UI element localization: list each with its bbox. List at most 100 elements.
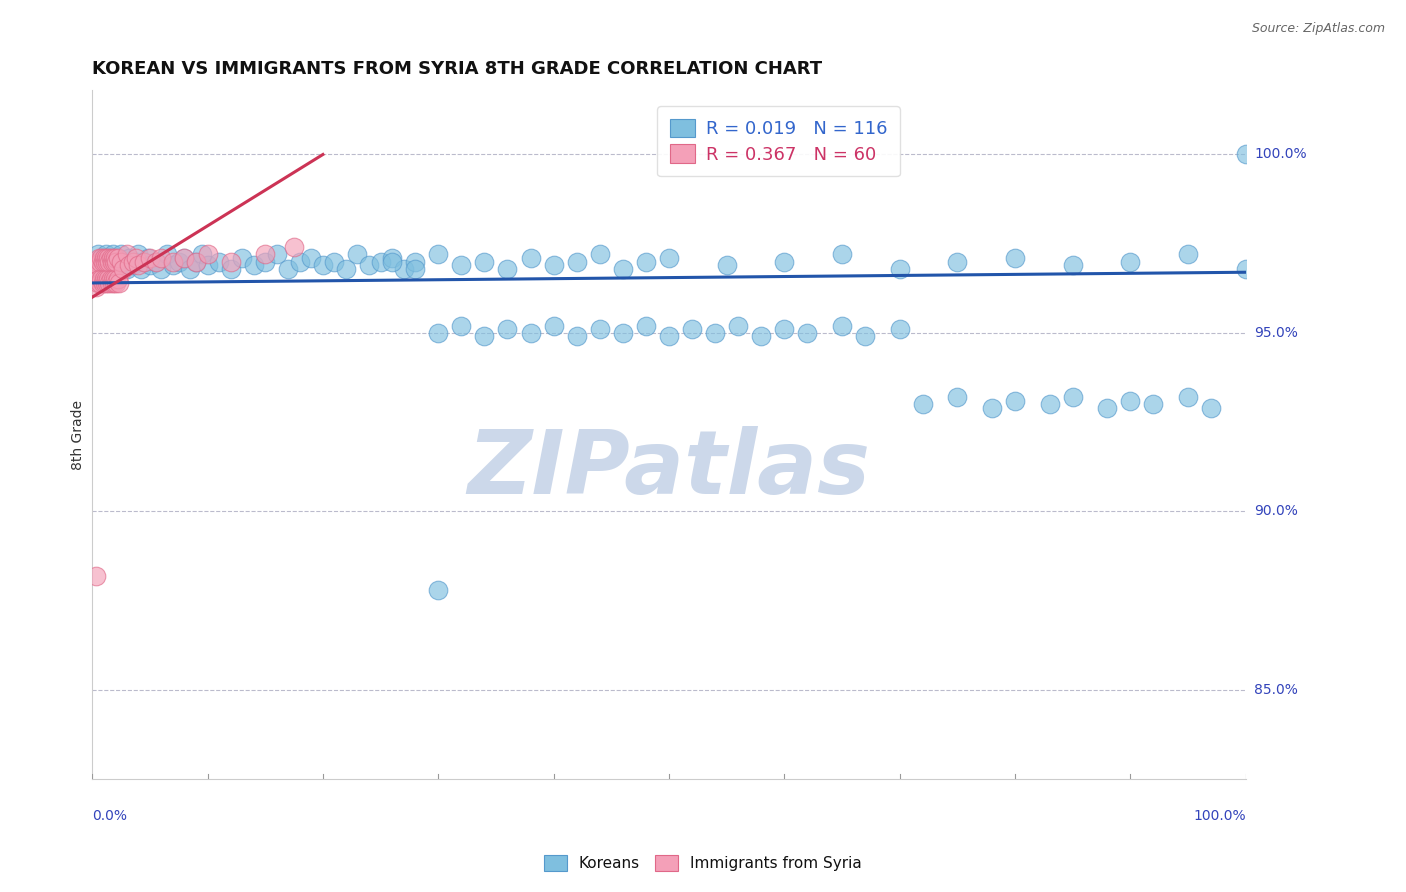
Point bbox=[543, 258, 565, 272]
Point bbox=[519, 326, 541, 340]
Point bbox=[132, 254, 155, 268]
Point bbox=[474, 254, 496, 268]
Point bbox=[84, 568, 107, 582]
Point bbox=[132, 254, 155, 268]
Text: Source: ZipAtlas.com: Source: ZipAtlas.com bbox=[1251, 22, 1385, 36]
Point bbox=[84, 279, 107, 293]
Point bbox=[612, 261, 634, 276]
Point bbox=[93, 268, 115, 283]
Point bbox=[103, 258, 125, 272]
Point bbox=[125, 254, 148, 268]
Point bbox=[1039, 397, 1062, 411]
Point bbox=[98, 276, 121, 290]
Point bbox=[94, 247, 117, 261]
Point bbox=[1119, 254, 1142, 268]
Point bbox=[404, 261, 426, 276]
Point bbox=[496, 322, 519, 336]
Point bbox=[1004, 251, 1026, 265]
Point bbox=[105, 254, 128, 268]
Point bbox=[127, 247, 149, 261]
Point bbox=[118, 258, 141, 272]
Point bbox=[184, 254, 207, 268]
Point bbox=[129, 261, 152, 276]
Point bbox=[93, 272, 115, 286]
Point bbox=[101, 272, 124, 286]
Point bbox=[1234, 147, 1257, 161]
Point bbox=[121, 258, 143, 272]
Point bbox=[889, 261, 911, 276]
Point bbox=[219, 254, 242, 268]
Point bbox=[127, 258, 149, 272]
Legend: Koreans, Immigrants from Syria: Koreans, Immigrants from Syria bbox=[537, 849, 869, 877]
Point bbox=[370, 254, 392, 268]
Point bbox=[208, 254, 231, 268]
Point bbox=[121, 254, 143, 268]
Point bbox=[93, 258, 115, 272]
Point bbox=[889, 322, 911, 336]
Point bbox=[94, 276, 117, 290]
Point bbox=[346, 247, 368, 261]
Point bbox=[392, 261, 415, 276]
Point bbox=[1177, 390, 1199, 404]
Point bbox=[197, 258, 219, 272]
Point bbox=[773, 254, 796, 268]
Point bbox=[277, 261, 299, 276]
Point bbox=[107, 254, 129, 268]
Point bbox=[162, 258, 184, 272]
Point bbox=[1142, 397, 1164, 411]
Point bbox=[112, 261, 135, 276]
Text: KOREAN VS IMMIGRANTS FROM SYRIA 8TH GRADE CORRELATION CHART: KOREAN VS IMMIGRANTS FROM SYRIA 8TH GRAD… bbox=[93, 60, 823, 78]
Point bbox=[107, 276, 129, 290]
Text: 95.0%: 95.0% bbox=[1254, 326, 1298, 340]
Point bbox=[565, 254, 588, 268]
Point bbox=[118, 251, 141, 265]
Point bbox=[658, 329, 681, 343]
Point bbox=[125, 251, 148, 265]
Point bbox=[101, 247, 124, 261]
Point bbox=[946, 390, 969, 404]
Point bbox=[100, 272, 122, 286]
Point bbox=[1234, 261, 1257, 276]
Point bbox=[101, 261, 124, 276]
Point bbox=[98, 258, 121, 272]
Point bbox=[150, 251, 173, 265]
Point bbox=[634, 254, 657, 268]
Point bbox=[773, 322, 796, 336]
Point bbox=[110, 247, 132, 261]
Point bbox=[100, 254, 122, 268]
Point bbox=[911, 397, 934, 411]
Point bbox=[110, 254, 132, 268]
Point bbox=[231, 251, 253, 265]
Point bbox=[184, 254, 207, 268]
Point bbox=[167, 254, 190, 268]
Point bbox=[1119, 393, 1142, 408]
Point bbox=[103, 254, 125, 268]
Point bbox=[96, 254, 118, 268]
Point bbox=[139, 251, 162, 265]
Point bbox=[381, 254, 404, 268]
Point bbox=[658, 251, 681, 265]
Point bbox=[312, 258, 335, 272]
Point bbox=[83, 272, 105, 286]
Point bbox=[101, 276, 124, 290]
Point bbox=[519, 251, 541, 265]
Point bbox=[197, 247, 219, 261]
Point bbox=[90, 251, 112, 265]
Point bbox=[1062, 390, 1084, 404]
Point bbox=[704, 326, 727, 340]
Point bbox=[145, 254, 167, 268]
Point bbox=[103, 276, 125, 290]
Point bbox=[87, 258, 110, 272]
Point bbox=[219, 261, 242, 276]
Point bbox=[100, 251, 122, 265]
Point bbox=[89, 276, 111, 290]
Point bbox=[104, 272, 127, 286]
Point bbox=[156, 247, 179, 261]
Text: 100.0%: 100.0% bbox=[1254, 147, 1306, 161]
Text: 100.0%: 100.0% bbox=[1194, 809, 1246, 823]
Point bbox=[107, 251, 129, 265]
Point bbox=[87, 251, 110, 265]
Point bbox=[101, 251, 124, 265]
Point bbox=[796, 326, 818, 340]
Point bbox=[84, 261, 107, 276]
